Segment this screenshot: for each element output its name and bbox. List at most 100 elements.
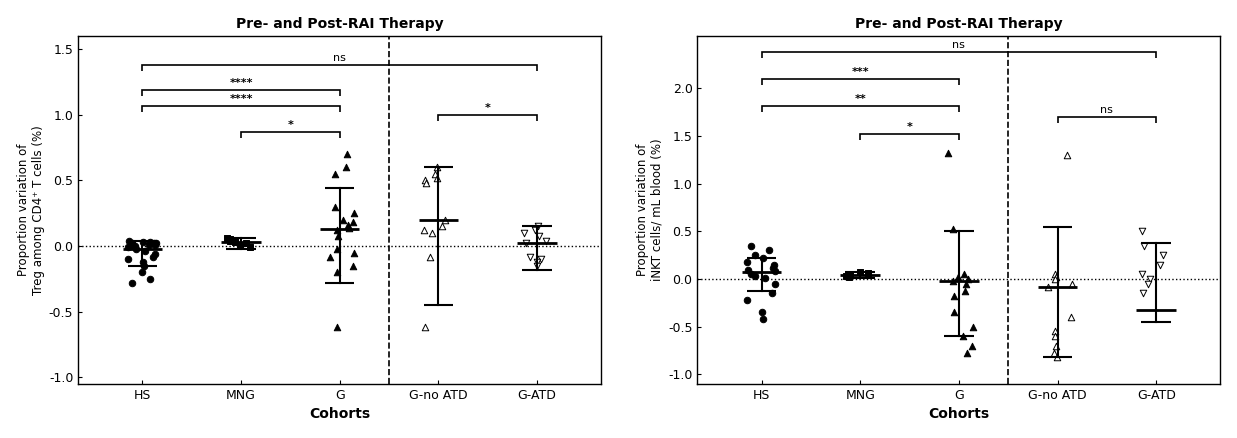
Point (236, 240, 256, 247)
Point (1047, 274, 1066, 281)
Point (220, 236, 240, 243)
Point (513, 230, 533, 237)
Point (752, 309, 772, 316)
Point (327, 245, 346, 252)
Y-axis label: Proportion variation of
Treg among CD4⁺ T cells (%): Proportion variation of Treg among CD4⁺ … (16, 125, 45, 295)
Point (755, 275, 774, 282)
Text: *: * (907, 122, 913, 132)
Point (840, 271, 860, 278)
Point (1058, 152, 1077, 159)
Point (753, 316, 773, 323)
Point (956, 280, 976, 287)
Point (343, 219, 362, 226)
Point (1045, 333, 1065, 340)
Point (230, 241, 250, 248)
Point (118, 256, 137, 263)
Point (335, 164, 355, 171)
Point (140, 241, 160, 248)
Point (536, 237, 555, 244)
Point (134, 239, 153, 246)
Point (762, 290, 782, 297)
Point (328, 269, 348, 276)
Text: ns: ns (952, 40, 965, 50)
Point (119, 237, 139, 244)
Point (143, 253, 163, 260)
Title: Pre- and Post-RAI Therapy: Pre- and Post-RAI Therapy (236, 17, 444, 31)
Point (529, 232, 549, 239)
Point (140, 276, 160, 283)
Point (1063, 280, 1082, 287)
Text: ns: ns (1101, 105, 1113, 115)
Point (1138, 280, 1158, 287)
Point (944, 293, 964, 300)
Point (516, 240, 536, 247)
Point (737, 258, 757, 265)
Point (962, 342, 982, 349)
Text: ****: **** (229, 78, 252, 88)
Point (1045, 328, 1065, 335)
Point (944, 309, 964, 316)
Point (858, 272, 878, 279)
Point (741, 271, 761, 278)
Point (521, 253, 541, 260)
Point (952, 333, 972, 340)
Point (122, 279, 142, 286)
Point (1141, 276, 1160, 283)
Point (136, 248, 156, 255)
Point (948, 274, 967, 281)
Point (764, 261, 784, 268)
Point (1134, 242, 1154, 249)
Point (766, 268, 785, 275)
Point (1150, 261, 1170, 268)
Point (943, 277, 962, 284)
Point (764, 280, 784, 287)
Point (745, 252, 764, 259)
Point (850, 269, 870, 276)
Point (428, 174, 448, 181)
Point (134, 262, 153, 269)
X-axis label: Cohorts: Cohorts (928, 407, 990, 421)
Point (328, 232, 348, 239)
Point (126, 245, 146, 252)
Point (320, 253, 340, 260)
Point (758, 247, 778, 254)
Point (145, 241, 165, 248)
Point (938, 150, 957, 157)
Point (416, 180, 435, 187)
Point (339, 224, 359, 231)
Point (964, 323, 983, 330)
Point (1061, 314, 1081, 321)
X-axis label: Cohorts: Cohorts (309, 407, 370, 421)
Point (1133, 290, 1153, 297)
Point (433, 223, 453, 230)
Point (741, 242, 761, 249)
Point (527, 262, 547, 269)
Point (1045, 271, 1065, 278)
Point (957, 350, 977, 357)
Point (216, 235, 236, 242)
Point (1044, 350, 1064, 357)
Point (763, 264, 783, 271)
Point (1132, 271, 1152, 278)
Point (121, 241, 141, 248)
Point (118, 244, 137, 251)
Point (140, 239, 160, 246)
Point (344, 210, 364, 217)
Point (327, 227, 346, 234)
Point (145, 240, 165, 247)
Point (435, 216, 455, 223)
Point (134, 258, 153, 265)
Point (840, 274, 860, 281)
Point (421, 253, 440, 260)
Point (745, 273, 764, 280)
Point (1038, 283, 1058, 290)
Point (955, 287, 975, 294)
Text: *: * (287, 120, 293, 130)
Point (122, 240, 142, 247)
Point (225, 239, 245, 246)
Text: ns: ns (333, 53, 346, 63)
Point (954, 271, 974, 278)
Point (240, 244, 260, 251)
Point (532, 256, 552, 263)
Point (737, 266, 757, 273)
